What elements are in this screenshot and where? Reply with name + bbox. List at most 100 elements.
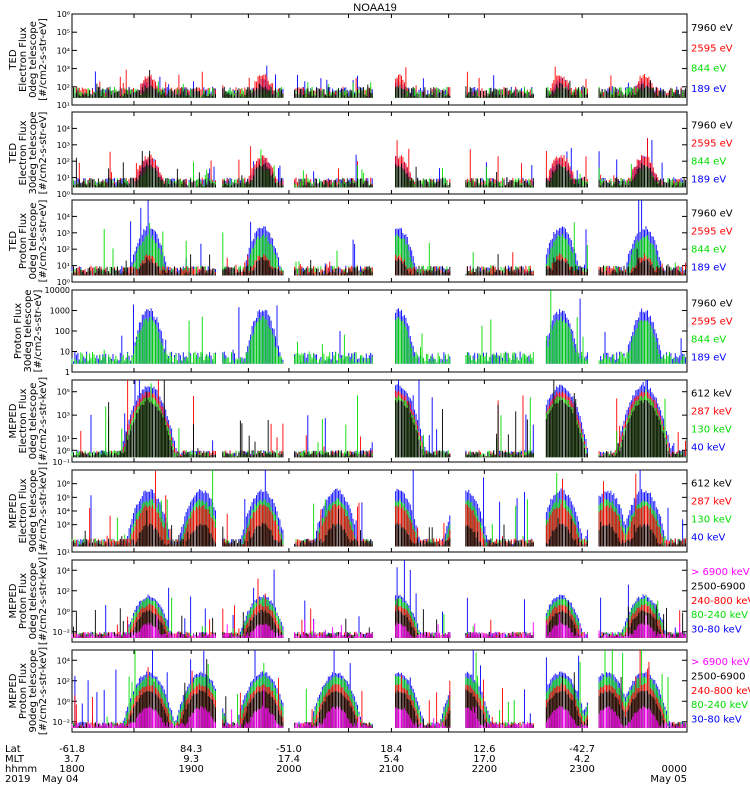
y-tick-label: 10⁶ <box>57 480 70 489</box>
legend-entry: 7960 eV <box>691 23 733 34</box>
panel-frame <box>71 199 688 283</box>
y-axis-label: [#/cm2-s-str-eV] <box>33 290 44 373</box>
series-trace-blue <box>71 200 686 276</box>
y-tick-label: 10000 <box>45 286 70 295</box>
legend-entry: 2595 eV <box>691 138 733 149</box>
y-axis-label: Electron Flux <box>18 27 29 92</box>
y-axis-label: [#/cm2-s-str-keV] <box>38 467 49 555</box>
x-row-label: 2019 <box>5 774 30 785</box>
y-tick-label: 10³ <box>57 65 70 74</box>
panel-7: 10⁻² 10⁰ 10² 10⁴ MEPED Proton Flux 0deg telesc… <box>8 557 750 645</box>
x-tick-label-hhmm: 2300 <box>569 764 594 775</box>
x-tick-label-mlt: 9.3 <box>183 754 199 765</box>
legend-entry: 7960 eV <box>691 208 733 219</box>
x-tick-label-hhmm: 2100 <box>379 764 404 775</box>
y-axis-label: MEPED <box>8 403 19 438</box>
legend-entry: 189 eV <box>691 262 726 273</box>
y-tick-label: 10⁻¹ <box>52 458 70 467</box>
legend-entry: 40 keV <box>691 442 725 453</box>
y-tick-label: 10⁻² <box>52 718 70 727</box>
y-axis-label: TED <box>8 49 19 70</box>
y-tick-label: 10⁵ <box>57 493 70 502</box>
y-tick-label: 10² <box>57 157 70 166</box>
y-tick-label: 10³ <box>57 411 70 420</box>
legend-entry: 844 eV <box>691 244 726 255</box>
x-tick-label-date: May 04 <box>42 774 79 785</box>
x-tick-label-hhmm: 2000 <box>276 764 301 775</box>
series-trace-black <box>71 380 686 458</box>
y-tick-label: 10¹ <box>57 262 70 271</box>
y-tick-label: 10² <box>57 677 70 686</box>
legend-entry: 844 eV <box>691 334 726 345</box>
y-tick-label: 10⁰ <box>57 697 70 706</box>
y-tick-label: 10⁶ <box>57 10 70 19</box>
y-axis-label: Proton Flux <box>18 213 29 269</box>
y-tick-label: 10¹ <box>57 101 70 110</box>
legend-entry: 189 eV <box>691 352 726 363</box>
y-tick-label: 10¹ <box>57 435 70 444</box>
data-marks <box>71 138 686 188</box>
y-tick-label: 10⁻² <box>52 628 70 637</box>
y-axis-label: MEPED <box>8 673 19 708</box>
series-trace-black <box>71 150 686 188</box>
data-marks <box>71 200 686 276</box>
x-row-label: MLT <box>5 754 25 765</box>
data-marks <box>71 650 686 728</box>
y-tick-label: 10⁰ <box>57 190 70 199</box>
y-axis-label: 0deg telescope <box>28 383 39 460</box>
data-marks <box>71 560 686 638</box>
series-trace-red <box>71 138 686 188</box>
series-trace-black <box>71 509 686 547</box>
y-axis-label: Proton Flux <box>18 573 29 629</box>
panel-frame <box>71 111 688 195</box>
x-tick-label-hhmm: 1900 <box>178 764 203 775</box>
y-tick-label: 10³ <box>57 141 70 150</box>
y-axis-label: 0deg telescope <box>28 21 39 98</box>
panel-8: 10⁻² 10⁰ 10² 10⁴ MEPED Proton Flux 90deg teles… <box>8 647 750 735</box>
y-tick-label: 10² <box>57 245 70 254</box>
x-tick-label-lat: -51.0 <box>276 744 302 755</box>
y-axis-label: Electron Flux <box>18 388 29 453</box>
y-tick-label: 10⁴ <box>57 46 70 55</box>
legend-entry: 2595 eV <box>691 316 733 327</box>
data-marks <box>71 65 686 98</box>
series-trace-black <box>71 70 686 98</box>
y-tick-label: 10¹ <box>57 174 70 183</box>
panel-frame <box>71 649 688 733</box>
y-tick-label: 10⁴ <box>57 124 70 133</box>
y-tick-label: 10⁰ <box>57 607 70 616</box>
x-tick-label-hhmm: 1800 <box>59 764 84 775</box>
y-tick-label: 10² <box>57 83 70 92</box>
y-tick-label: 10⁵ <box>57 388 70 397</box>
legend-entry: > 6900 keV <box>691 567 750 578</box>
legend-entry: 287 keV <box>691 406 732 417</box>
y-tick-label: 1 <box>65 368 70 377</box>
x-tick-label-lat: 84.3 <box>180 744 202 755</box>
x-tick-label-mlt: 5.4 <box>383 754 399 765</box>
y-axis-label: [#/cm2-s-str-eV] <box>38 112 49 195</box>
legend-entry: 240-800 keV <box>691 596 750 607</box>
y-tick-label: 10⁰ <box>57 278 70 287</box>
panel-5: 10⁻¹ 10⁰ 10¹ 10³ 10⁵ MEPED Electron Flux 0deg t… <box>8 377 732 467</box>
legend-entry: 240-800 keV <box>691 686 750 697</box>
panel-4: 1 10 100 1000 10000 Proton Flux 30deg telescop… <box>13 286 733 377</box>
x-tick-label-hhmm: 0000 <box>662 764 687 775</box>
legend-entry: 7960 eV <box>691 120 733 131</box>
y-axis-label: 0deg telescope <box>28 563 39 640</box>
y-axis-label: [#/cm2-s-str-keV] <box>38 377 49 465</box>
panel-6: 10¹ 10³ 10⁴ 10⁵ 10⁶ MEPED Electron Flux 90deg t… <box>8 467 732 557</box>
x-row-label: Lat <box>5 744 21 755</box>
legend-entry: 287 keV <box>691 496 732 507</box>
y-tick-label: 10² <box>57 587 70 596</box>
data-marks <box>71 380 686 458</box>
x-tick-label-mlt: 3.7 <box>64 754 80 765</box>
legend-entry: 80-240 keV <box>691 610 748 621</box>
panel-frame <box>71 13 688 106</box>
y-axis-label: [#/cm2-s-str-keV] <box>38 647 49 735</box>
panel-frame <box>71 559 688 643</box>
y-axis-label: MEPED <box>8 583 19 618</box>
y-tick-label: 10¹ <box>57 548 70 557</box>
y-axis-label: 0deg telescope <box>28 203 39 280</box>
